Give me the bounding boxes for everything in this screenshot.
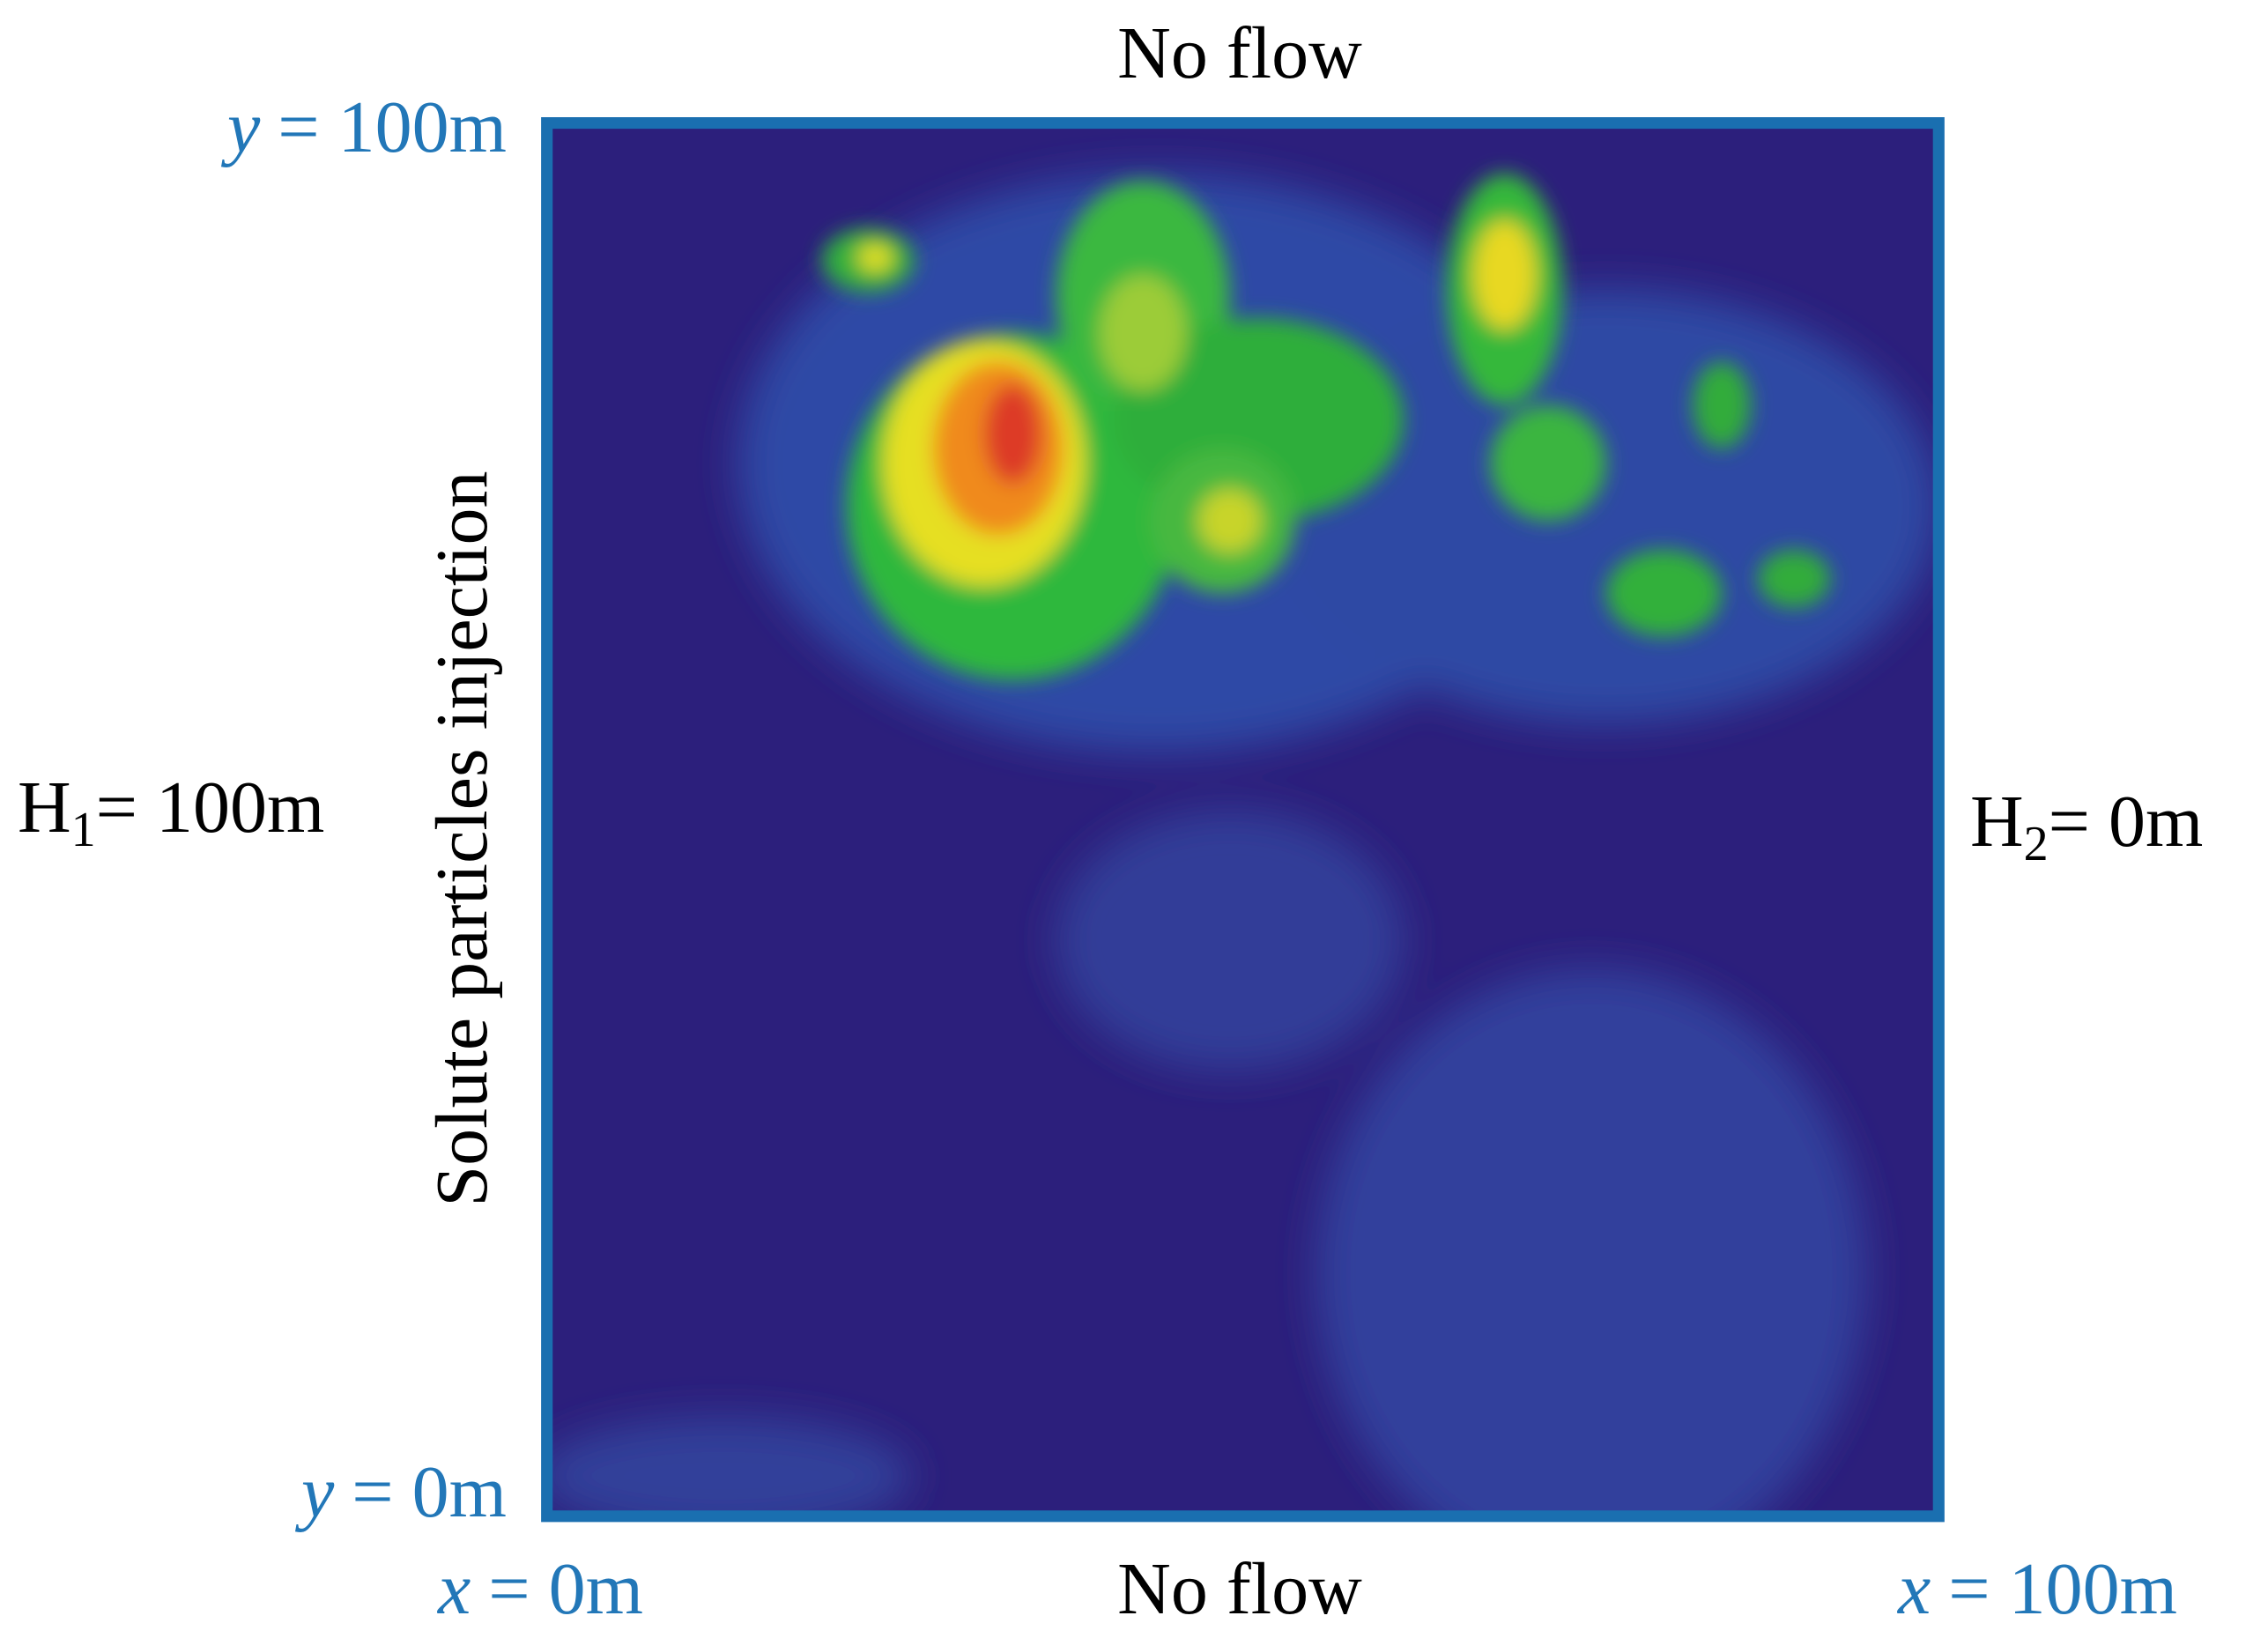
value: = 0m [352,1451,507,1533]
injection-label: Solute particles injection [421,471,503,1206]
x-right-label: x = 100m [1896,1548,2177,1630]
subscript: 1 [71,803,96,857]
concentration-map [541,117,1945,1523]
base: H [1970,781,2024,863]
var: x [1896,1548,1931,1630]
subscript: 2 [2024,817,2049,871]
value: = 100m [96,767,325,849]
var: y [220,86,261,168]
var: x [436,1548,471,1630]
y-top-label: y = 100m [220,86,507,168]
y-bottom-label: y = 0m [294,1451,507,1533]
h-right-label: H2= 0m [1970,781,2203,871]
bottom-label: No flow [1117,1548,1362,1630]
x-left-label: x = 0m [436,1548,643,1630]
h-left-label: H1= 100m [18,767,324,857]
value: = 0m [488,1548,643,1630]
value: = 0m [2049,781,2204,863]
top-label: No flow [1117,12,1362,94]
var: y [294,1451,335,1533]
value: = 100m [1948,1548,2177,1630]
value: = 100m [278,86,507,168]
base: H [18,767,71,849]
